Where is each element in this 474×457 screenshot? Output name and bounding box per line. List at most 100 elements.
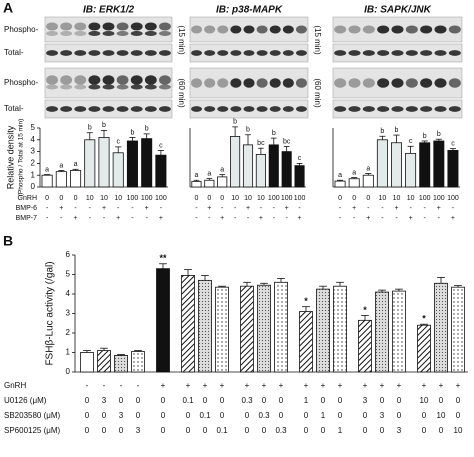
blot-band (334, 106, 347, 112)
condition-value: - (424, 205, 427, 212)
significance-label: a (74, 161, 78, 168)
bar (333, 285, 347, 373)
significance-label: a (352, 169, 356, 176)
blot-band (269, 25, 281, 34)
blot-band (217, 78, 229, 88)
blot-band (269, 50, 281, 56)
blot-band (269, 106, 281, 112)
y-tick-label: 1 (31, 170, 36, 179)
condition-value: - (137, 381, 140, 390)
significance-label: a (220, 166, 224, 173)
condition-value: - (46, 215, 49, 222)
significance-label: b (102, 122, 106, 129)
condition-label: U0126 (μM) (4, 396, 47, 405)
blot-title: IB: p38-MAPK (216, 5, 283, 16)
blot-band (420, 50, 433, 56)
bar (204, 179, 215, 188)
condition-value: + (338, 381, 343, 390)
condition-value: - (395, 215, 398, 222)
condition-value: + (422, 381, 427, 390)
blot-band (144, 84, 157, 90)
condition-value: + (203, 381, 208, 390)
condition-value: 0 (220, 396, 225, 405)
condition-value: 0.3 (275, 426, 287, 435)
blot-band (243, 25, 255, 34)
time-label: (15 min) (313, 25, 322, 55)
condition-value: 100 (433, 195, 445, 202)
condition-value: 10 (420, 396, 429, 405)
blot-band (88, 50, 101, 56)
bar (215, 286, 229, 373)
significance-label: c (159, 142, 163, 149)
significance-label: b (380, 128, 384, 135)
condition-value: - (273, 205, 276, 212)
blot-band (130, 50, 143, 56)
condition-value: 0 (102, 411, 107, 420)
condition-value: - (46, 205, 49, 212)
condition-value: 0 (338, 411, 343, 420)
blot-band (60, 50, 73, 56)
condition-value: 0 (59, 195, 63, 202)
y-tick-label: 2 (31, 159, 36, 168)
condition-value: 0 (245, 411, 250, 420)
bar (362, 174, 374, 188)
blot-band (144, 75, 157, 85)
condition-value: 0 (136, 411, 141, 420)
condition-value: 100 (127, 195, 139, 202)
condition-value: 0 (380, 426, 385, 435)
blot-band (405, 78, 418, 88)
condition-value: 0 (161, 411, 166, 420)
condition-value: 0 (119, 396, 124, 405)
condition-value: 0 (422, 426, 427, 435)
blot-band (116, 31, 129, 36)
blot-band (334, 25, 347, 34)
blot-band (88, 106, 101, 112)
condition-value: - (103, 381, 106, 390)
bar (114, 355, 128, 373)
blot-title: IB: ERK1/2 (83, 5, 135, 16)
bar (70, 170, 82, 188)
condition-value: - (367, 205, 370, 212)
condition-value: 3 (119, 411, 124, 420)
significance-label: bc (283, 138, 291, 145)
blot-band (230, 78, 242, 88)
blot-band (295, 78, 307, 88)
condition-value: - (160, 205, 163, 212)
condition-value: + (279, 381, 284, 390)
blot-band (230, 106, 242, 112)
blot-band (448, 25, 461, 34)
condition-value: - (285, 215, 288, 222)
bar (80, 352, 94, 373)
blot-band (282, 106, 294, 112)
condition-value: 10 (407, 195, 415, 202)
condition-value: - (131, 205, 134, 212)
condition-value: 100 (294, 195, 306, 202)
blot-band (334, 50, 347, 56)
time-label: (15 min) (177, 25, 186, 55)
condition-value: - (74, 205, 77, 212)
significance-label: c (451, 140, 455, 147)
blot-band (362, 78, 375, 88)
condition-value: - (234, 205, 237, 212)
condition-value: 0 (207, 195, 211, 202)
blot-band (88, 31, 101, 36)
bar (230, 136, 241, 188)
blot-band (191, 25, 203, 34)
blot-band (295, 50, 307, 56)
blot-band (217, 50, 229, 56)
condition-value: - (131, 215, 134, 222)
condition-value: 0 (74, 195, 78, 202)
bar (348, 178, 360, 188)
bar (419, 142, 431, 188)
significance-label: b (88, 125, 92, 132)
blot-band (391, 106, 404, 112)
condition-value: 0 (397, 411, 402, 420)
condition-value: 10 (114, 195, 122, 202)
significance-label: * (363, 305, 367, 315)
y-tick-label: 0 (31, 182, 36, 191)
significance-label: b (437, 131, 441, 138)
condition-value: + (397, 381, 402, 390)
blot-band (204, 78, 216, 88)
row-label: Phospho- (4, 78, 39, 87)
blot-band (448, 78, 461, 88)
